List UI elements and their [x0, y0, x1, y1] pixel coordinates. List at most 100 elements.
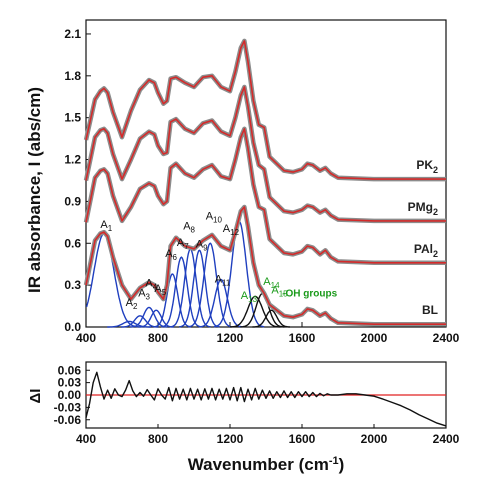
- peak-label-subscript: 14: [271, 281, 280, 290]
- peak-label-subscript: 5: [162, 288, 167, 297]
- peak-label-subscript: 13: [248, 295, 257, 304]
- peak-label-subscript: 15: [279, 290, 288, 299]
- component-peak-A15: [252, 309, 290, 328]
- x-tick-label: 2000: [361, 432, 388, 446]
- x-axis-title-sup: -1: [329, 455, 339, 467]
- peak-label-subscript: 11: [222, 278, 231, 287]
- peak-label-A9: A9: [196, 238, 208, 252]
- component-peak-A9: [179, 249, 220, 328]
- component-peak-A10: [188, 242, 233, 328]
- absorbance-plot: 400 800 1200 1600 2000 2400 0.0 0.3 0.6 0.9 1.2 1.5…: [64, 19, 460, 345]
- peak-label-subscript: 10: [213, 216, 222, 225]
- component-peak-A6: [153, 273, 191, 328]
- series-label-PAl2: PAl2: [414, 242, 438, 259]
- series-label-sub: 2: [433, 165, 438, 175]
- y-tick-label: 0.06: [58, 363, 82, 377]
- y-tick-label: 0.0: [64, 320, 81, 334]
- x-tick-label: 400: [76, 432, 96, 446]
- peak-label-A6: A6: [165, 248, 177, 262]
- peak-label-letter: A: [183, 220, 191, 232]
- x-axis-title: Wavenumber (cm-1): [188, 455, 345, 474]
- peak-label-subscript: 1: [108, 224, 113, 233]
- peak-label-letter: A: [165, 248, 173, 260]
- component-peak-A5: [138, 309, 174, 328]
- peak-label-subscript: 12: [230, 228, 239, 237]
- spectrum-experimental-PK2: [83, 38, 446, 182]
- spectrum-experimental-PMg2: [83, 84, 446, 224]
- peak-label-subscript: 2: [133, 302, 138, 311]
- peak-label-letter: A: [215, 273, 223, 285]
- x-tick-label: 800: [148, 432, 168, 446]
- y-tick-label: 0.03: [58, 376, 82, 390]
- y-tick-label: 0.6: [64, 236, 81, 250]
- peak-label-A4: A4: [145, 278, 157, 292]
- x-axis-title-end: ): [339, 455, 345, 474]
- spectrum-fit-PAl2: [85, 128, 446, 264]
- series-label-main: PAl: [414, 242, 433, 256]
- y-tick-label: 1.5: [64, 111, 81, 125]
- peak-label-A12: A12: [223, 223, 240, 237]
- y-axis-title-residual: ΔI: [27, 389, 44, 404]
- series-label-main: PMg: [408, 200, 433, 214]
- spectrum-fit-PMg2: [85, 86, 446, 222]
- peak-label-A14: A14: [263, 276, 280, 290]
- series-label-PMg2: PMg2: [408, 200, 438, 217]
- peak-label-subscript: 4: [153, 283, 158, 292]
- peak-label-A8: A8: [183, 220, 195, 234]
- peak-label-letter: A: [223, 223, 231, 235]
- series-label-sub: 2: [433, 207, 438, 217]
- y-tick-label: -0.03: [54, 400, 82, 414]
- component-peak-A13: [230, 295, 281, 328]
- series-label-main: PK: [416, 158, 433, 172]
- x-tick-label: 2400: [433, 432, 460, 446]
- x-tick-label: 1600: [289, 432, 316, 446]
- y-axis-title-absorbance: IR absorbance, I (abs/cm): [25, 87, 44, 293]
- y-tick-label: 0.00: [58, 388, 82, 402]
- x-axis-title-main: Wavenumber (cm: [188, 455, 329, 474]
- peak-label-letter: A: [177, 237, 185, 249]
- x-tick-label: 1200: [217, 432, 244, 446]
- peak-label-A13: A13: [241, 290, 258, 304]
- y-tick-label: 2.1: [64, 27, 81, 41]
- peak-label-A7: A7: [177, 237, 189, 251]
- residual-plot: 400 800 1200 1600 2000 2400 0.060.030.00-0.03-…: [54, 361, 460, 446]
- peak-label-letter: A: [154, 283, 162, 295]
- peak-label-A10: A10: [206, 211, 223, 225]
- peak-label-A3: A3: [138, 287, 150, 301]
- x-tick-label: 2000: [361, 331, 388, 345]
- peak-label-subscript: 3: [146, 292, 151, 301]
- x-tick-label: 1200: [217, 331, 244, 345]
- peak-label-A15: A15: [271, 285, 288, 299]
- y-tick-label: -0.06: [54, 413, 82, 427]
- oh-groups-annotation: -OH groups: [282, 288, 337, 299]
- peak-label-letter: A: [206, 211, 214, 223]
- series-label-PK2: PK2: [416, 158, 438, 175]
- x-tick-label: 800: [148, 331, 168, 345]
- peak-label-letter: A: [196, 238, 204, 250]
- peak-label-A1: A1: [100, 219, 112, 233]
- y-tick-label: 0.3: [64, 278, 81, 292]
- component-peak-A4: [130, 306, 168, 328]
- series-label-BL: BL: [422, 303, 438, 317]
- spectrum-fit-BL: [85, 206, 446, 326]
- peak-label-subscript: 7: [184, 242, 189, 251]
- peak-label-letter: A: [241, 290, 249, 302]
- y-tick-label: 1.2: [64, 153, 81, 167]
- residual-line: [85, 371, 447, 427]
- y-tick-label: 0.9: [64, 194, 81, 208]
- peak-label-letter: A: [100, 219, 108, 231]
- y-tick-label: 1.8: [64, 69, 81, 83]
- peak-label-subscript: 9: [203, 243, 208, 252]
- x-tick-label: 2400: [433, 331, 460, 345]
- spectrum-fit-PK2: [85, 40, 446, 180]
- peak-label-subscript: 6: [173, 253, 178, 262]
- peak-label-letter: A: [126, 297, 134, 309]
- series-label-main: BL: [422, 303, 438, 317]
- component-peak-A3: [121, 315, 159, 328]
- peak-label-A2: A2: [126, 297, 138, 311]
- x-tick-label: 1600: [289, 331, 316, 345]
- peak-label-letter: A: [271, 285, 279, 297]
- peak-label-letter: A: [263, 276, 271, 288]
- peak-label-letter: A: [145, 278, 153, 290]
